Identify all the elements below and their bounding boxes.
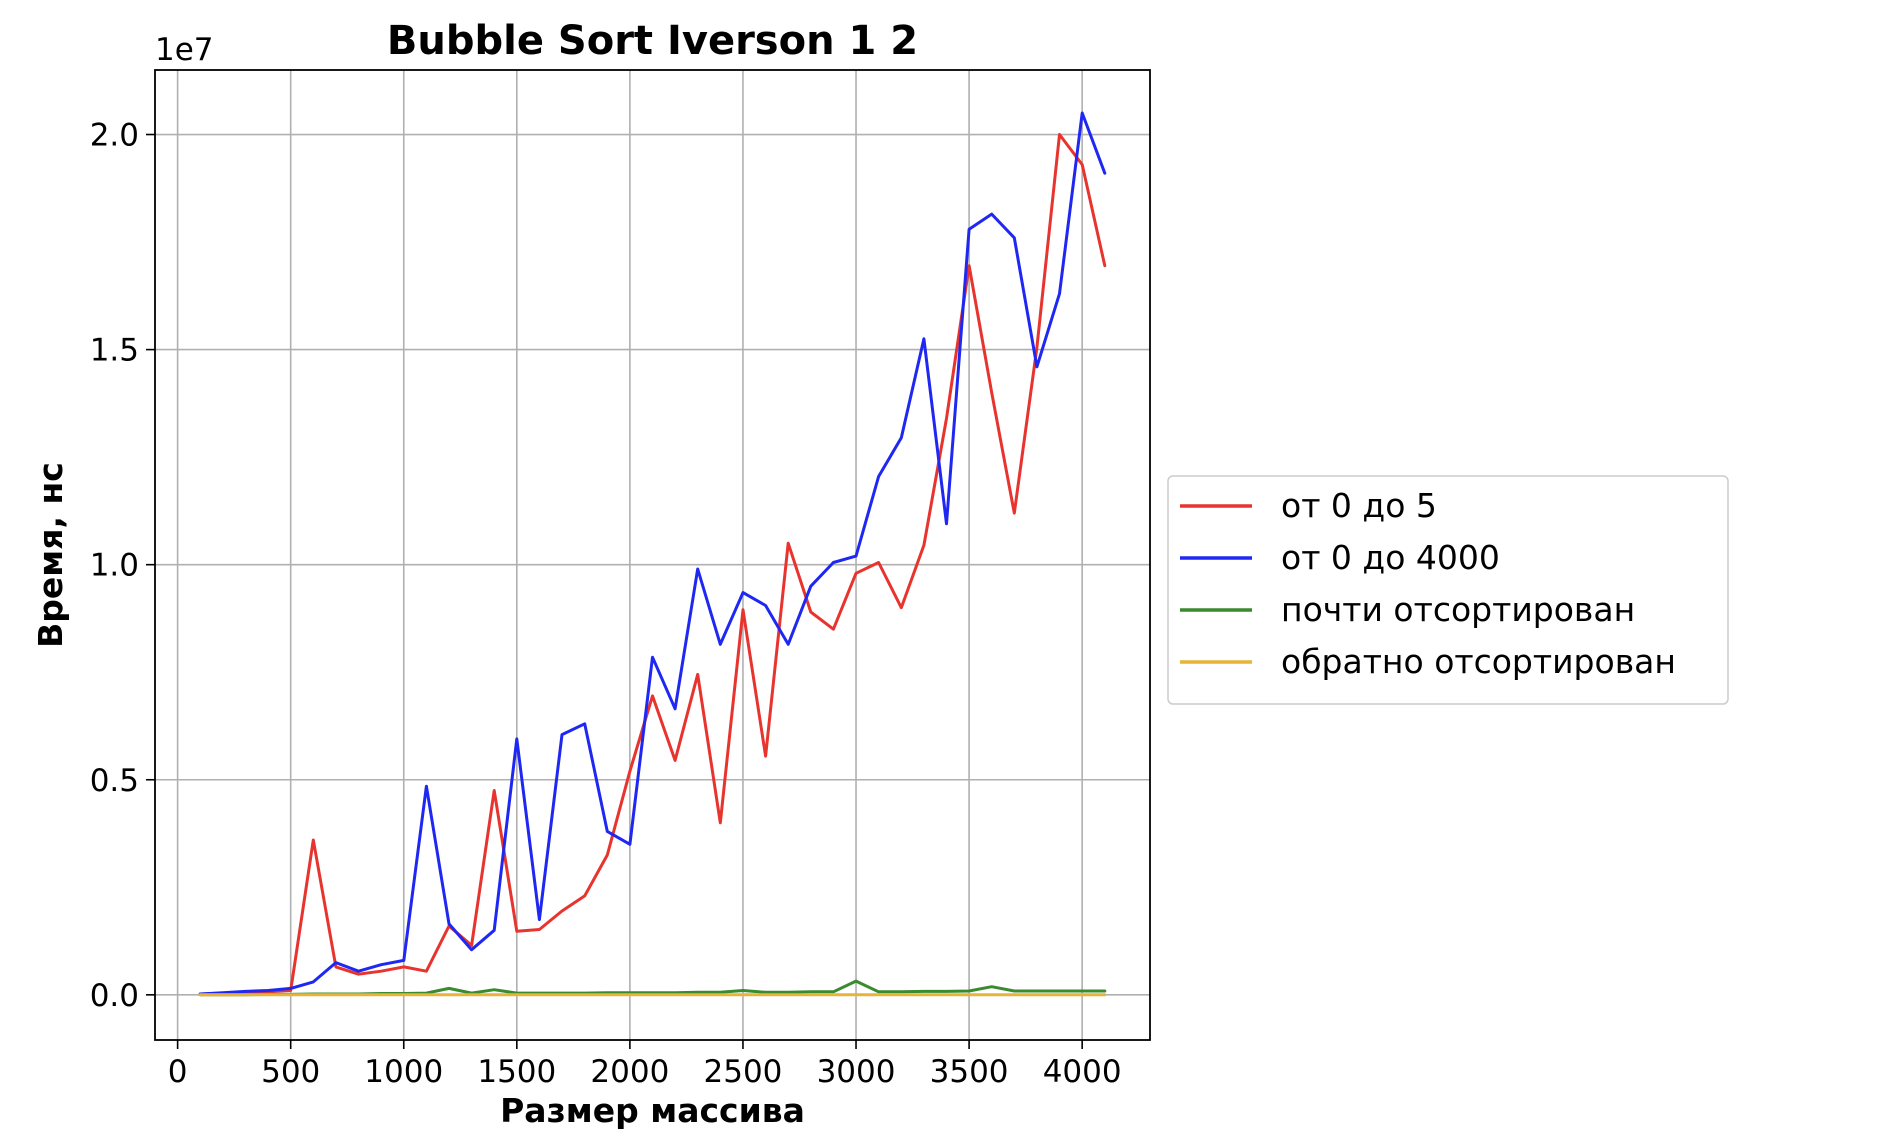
y-tick-label: 1.0 [90,548,139,584]
x-axis-label: Размер массива [500,1091,805,1130]
x-tick-label: 500 [261,1054,320,1090]
y-tick-label: 0.0 [90,978,139,1014]
legend: от 0 до 5 от 0 до 4000 почти отсортирован о… [1167,475,1729,705]
series-layer [198,111,1107,997]
plot-frame [154,69,1151,1041]
x-tick-label: 1500 [477,1054,556,1090]
x-tick-label: 2000 [590,1054,669,1090]
legend-entry-0: от 0 до 5 [1281,486,1437,525]
legend-entry-1: от 0 до 4000 [1281,538,1500,577]
series-line-0 [198,133,1107,996]
y-tick-label: 0.5 [90,763,139,799]
y-axis-label: Время, нс [31,462,70,648]
x-tick-label: 3500 [930,1054,1009,1090]
legend-entry-2: почти отсортирован [1281,590,1635,629]
legend-box [1167,475,1729,705]
chart-title: Bubble Sort Iverson 1 2 [387,18,918,64]
legend-entry-3: обратно отсортирован [1281,642,1676,681]
series-line-1 [198,111,1107,996]
x-tick-label: 4000 [1043,1054,1122,1090]
x-tick-label: 3000 [817,1054,896,1090]
x-tick-label: 0 [168,1054,188,1090]
y-tick-label: 1.5 [90,333,139,369]
y-axis: 0.0 0.5 1.0 1.5 2.0 [90,118,155,1014]
x-tick-label: 1000 [364,1054,443,1090]
y-axis-offset-label: 1e7 [155,32,214,68]
x-axis: 0 500 1000 1500 2000 2500 3000 3500 4000 [168,1040,1122,1090]
y-tick-label: 2.0 [90,118,139,154]
x-tick-label: 2500 [704,1054,783,1090]
